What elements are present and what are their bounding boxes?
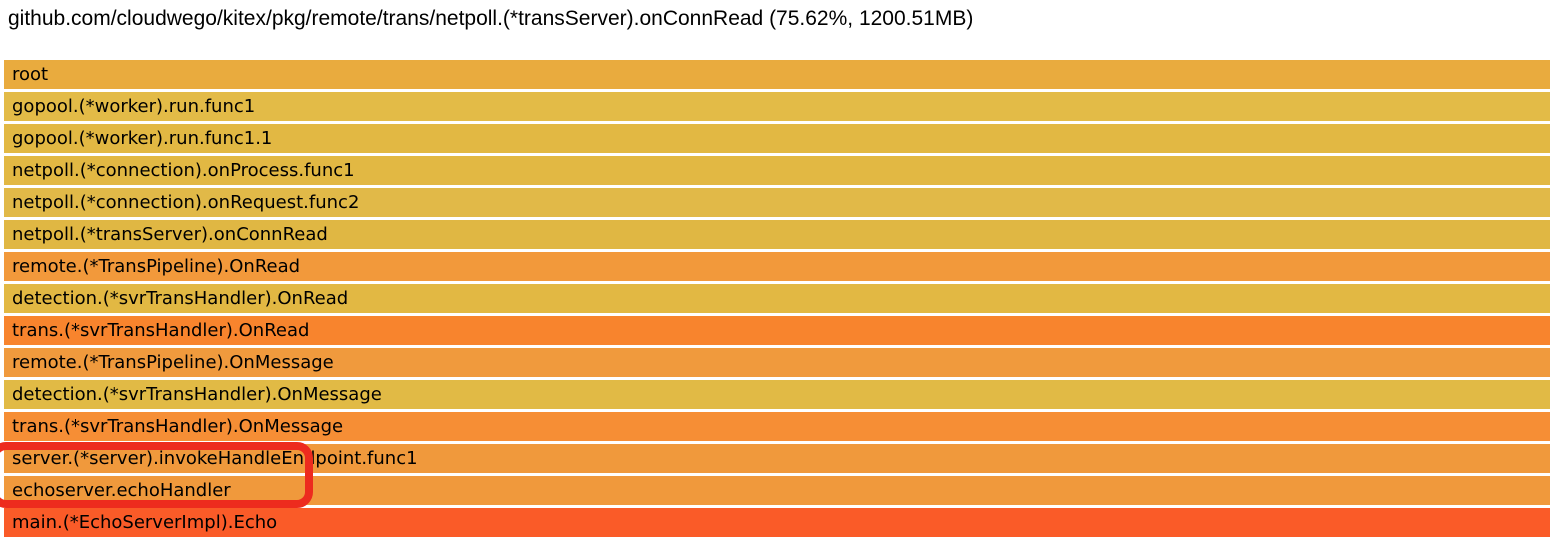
frame-row[interactable]: root <box>4 60 1550 89</box>
frame-label: gopool.(*worker).run.func1 <box>12 96 256 117</box>
frame-row[interactable]: trans.(*svrTransHandler).OnRead <box>4 316 1550 345</box>
frame-row[interactable]: gopool.(*worker).run.func1.1 <box>4 124 1550 153</box>
frame-row[interactable]: trans.(*svrTransHandler).OnMessage <box>4 412 1550 441</box>
frame-label: netpoll.(*connection).onProcess.func1 <box>12 160 355 181</box>
frame-row[interactable]: netpoll.(*connection).onRequest.func2 <box>4 188 1550 217</box>
frame-label: trans.(*svrTransHandler).OnRead <box>12 320 310 341</box>
frame-row[interactable]: main.(*EchoServerImpl).Echo <box>4 508 1550 537</box>
flamegraph-title: github.com/cloudwego/kitex/pkg/remote/tr… <box>8 7 974 30</box>
frame-row[interactable]: server.(*server).invokeHandleEndpoint.fu… <box>4 444 1550 473</box>
flamegraph-stack: root gopool.(*worker).run.func1 gopool.(*w… <box>4 60 1550 538</box>
frame-label: detection.(*svrTransHandler).OnMessage <box>12 384 382 405</box>
frame-row[interactable]: echoserver.echoHandler <box>4 476 1550 505</box>
frame-label: echoserver.echoHandler <box>12 480 231 501</box>
frame-label: server.(*server).invokeHandleEndpoint.fu… <box>12 448 418 469</box>
frame-label: netpoll.(*transServer).onConnRead <box>12 224 328 245</box>
frame-label: gopool.(*worker).run.func1.1 <box>12 128 273 149</box>
frame-row[interactable]: remote.(*TransPipeline).OnMessage <box>4 348 1550 377</box>
frame-label: remote.(*TransPipeline).OnRead <box>12 256 301 277</box>
frame-row[interactable]: detection.(*svrTransHandler).OnRead <box>4 284 1550 313</box>
frame-row[interactable]: detection.(*svrTransHandler).OnMessage <box>4 380 1550 409</box>
frame-label: netpoll.(*connection).onRequest.func2 <box>12 192 360 213</box>
frame-row[interactable]: netpoll.(*connection).onProcess.func1 <box>4 156 1550 185</box>
frame-label: detection.(*svrTransHandler).OnRead <box>12 288 349 309</box>
frame-label: trans.(*svrTransHandler).OnMessage <box>12 416 344 437</box>
frame-label: main.(*EchoServerImpl).Echo <box>12 512 278 533</box>
frame-row[interactable]: remote.(*TransPipeline).OnRead <box>4 252 1550 281</box>
frame-label: remote.(*TransPipeline).OnMessage <box>12 352 334 373</box>
frame-row[interactable]: netpoll.(*transServer).onConnRead <box>4 220 1550 249</box>
frame-label: root <box>12 64 49 85</box>
frame-row[interactable]: gopool.(*worker).run.func1 <box>4 92 1550 121</box>
